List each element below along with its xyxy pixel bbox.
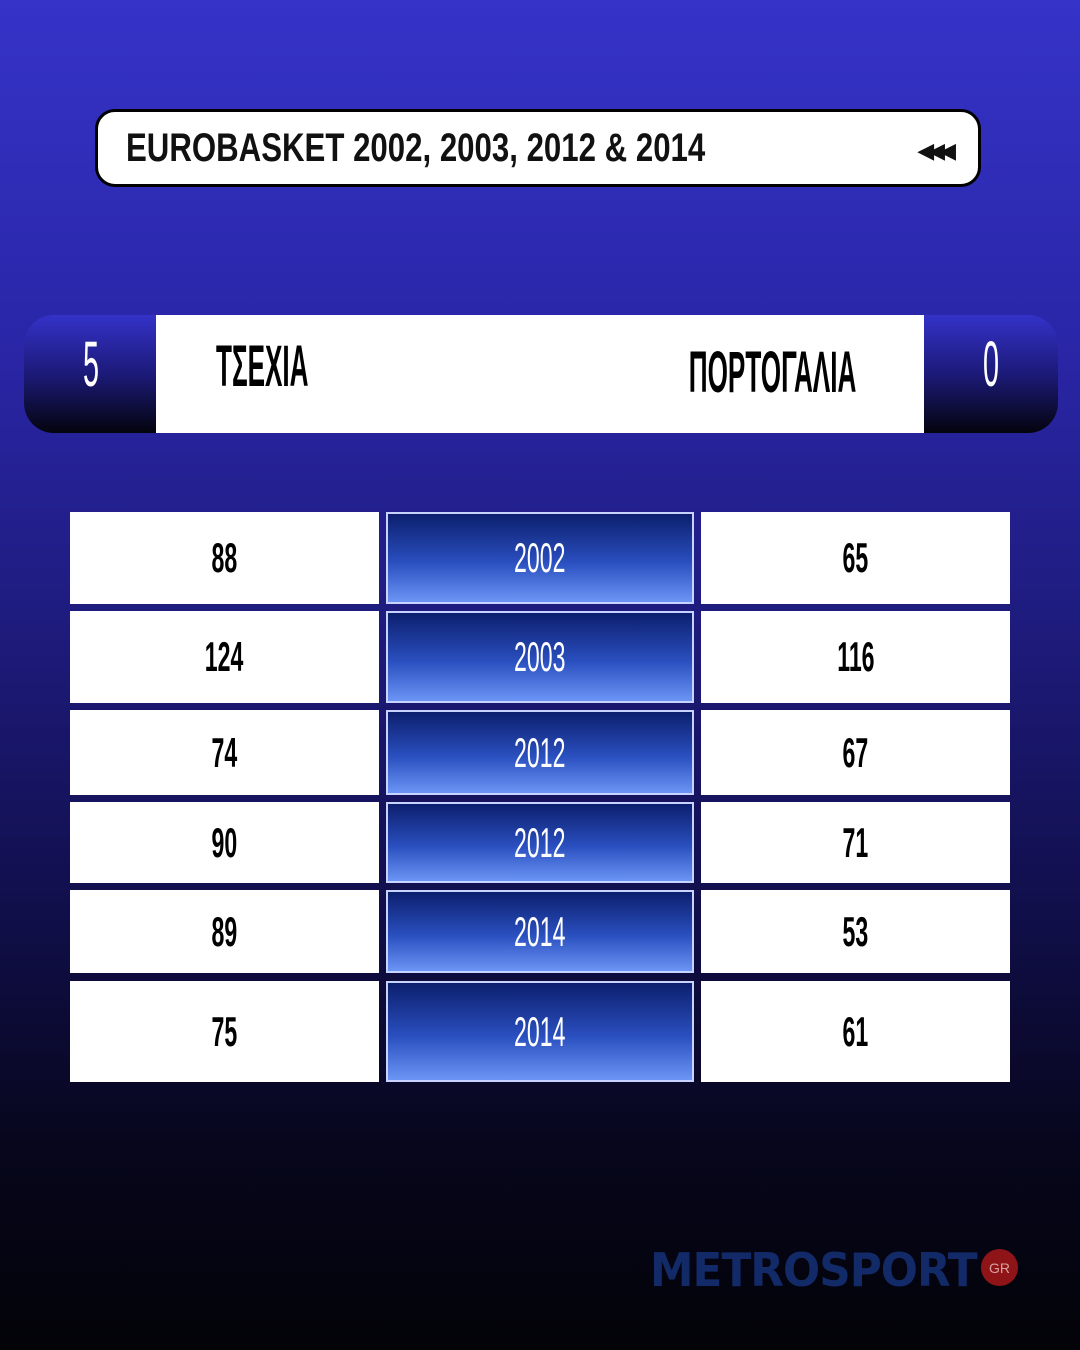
home-score-cell: 75 <box>70 981 379 1082</box>
home-score-cell: 74 <box>70 710 379 795</box>
page-title: EUROBASKET 2002, 2003, 2012 & 2014 <box>126 126 706 170</box>
home-score-cell: 124 <box>70 611 379 703</box>
scoreboard: 5 ΤΣΕΧΙΑ ΠΟΡΤΟΓΑΛΙΑ 0 <box>24 315 1058 433</box>
gr-badge: GR <box>981 1249 1018 1286</box>
away-wins-panel: 0 <box>924 315 1058 433</box>
metrosport-logo: METROSPORT <box>650 1243 978 1297</box>
table-row: 75 2014 61 <box>70 981 1010 1082</box>
away-wins: 0 <box>982 328 1000 400</box>
away-score: 61 <box>842 1007 869 1055</box>
home-wins: 5 <box>82 328 100 400</box>
year: 2002 <box>514 534 566 581</box>
year-cell: 2002 <box>386 512 694 604</box>
year-cell: 2003 <box>386 611 694 703</box>
year: 2014 <box>514 907 566 955</box>
year: 2012 <box>514 818 566 866</box>
teams-panel: ΤΣΕΧΙΑ ΠΟΡΤΟΓΑΛΙΑ <box>156 315 924 433</box>
table-row: 124 2003 116 <box>70 611 1010 703</box>
year-cell: 2014 <box>386 981 694 1082</box>
home-score: 88 <box>211 534 238 581</box>
away-score: 71 <box>842 818 869 866</box>
year-cell: 2012 <box>386 802 694 883</box>
home-wins-panel: 5 <box>24 315 158 433</box>
away-team: ΠΟΡΤΟΓΑΛΙΑ <box>688 340 856 405</box>
home-score-cell: 89 <box>70 890 379 973</box>
away-score-cell: 61 <box>701 981 1010 1082</box>
away-score-cell: 53 <box>701 890 1010 973</box>
home-score: 74 <box>211 728 238 776</box>
away-score-cell: 116 <box>701 611 1010 703</box>
away-score: 53 <box>842 907 869 955</box>
home-score: 89 <box>211 907 238 955</box>
away-score-cell: 71 <box>701 802 1010 883</box>
away-score: 65 <box>842 534 869 581</box>
year: 2014 <box>514 1007 566 1055</box>
away-score-cell: 67 <box>701 710 1010 795</box>
year-cell: 2014 <box>386 890 694 973</box>
year: 2003 <box>514 633 566 680</box>
year-cell: 2012 <box>386 710 694 795</box>
home-team: ΤΣΕΧΙΑ <box>216 334 309 399</box>
table-row: 74 2012 67 <box>70 710 1010 795</box>
away-score: 67 <box>842 728 869 776</box>
home-score: 124 <box>205 633 244 680</box>
away-score: 116 <box>836 633 875 680</box>
home-score: 75 <box>211 1007 238 1055</box>
table-row: 89 2014 53 <box>70 890 1010 973</box>
table-row: 88 2002 65 <box>70 512 1010 604</box>
title-banner: EUROBASKET 2002, 2003, 2012 & 2014 ◀◀◀ <box>95 109 981 187</box>
table-row: 90 2012 71 <box>70 802 1010 883</box>
rewind-icon: ◀◀◀ <box>917 138 956 163</box>
home-score: 90 <box>211 818 238 866</box>
year: 2012 <box>514 728 566 776</box>
away-score-cell: 65 <box>701 512 1010 604</box>
home-score-cell: 90 <box>70 802 379 883</box>
home-score-cell: 88 <box>70 512 379 604</box>
